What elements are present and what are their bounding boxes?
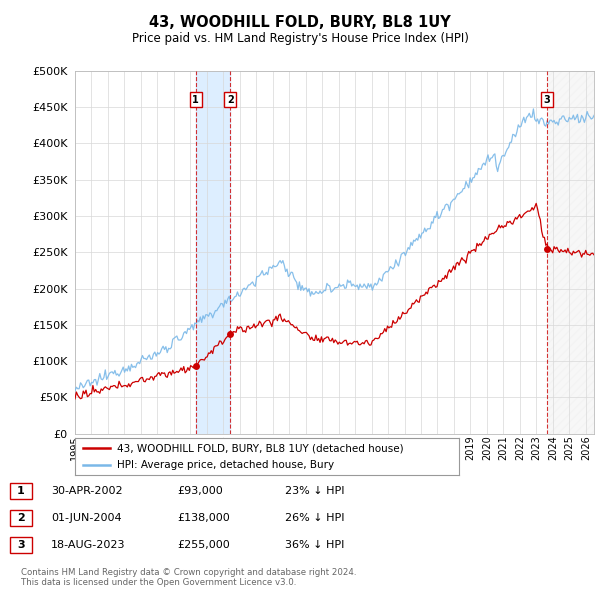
Text: 18-AUG-2023: 18-AUG-2023 bbox=[51, 540, 125, 550]
Text: 43, WOODHILL FOLD, BURY, BL8 1UY: 43, WOODHILL FOLD, BURY, BL8 1UY bbox=[149, 15, 451, 30]
Text: Contains HM Land Registry data © Crown copyright and database right 2024.
This d: Contains HM Land Registry data © Crown c… bbox=[21, 568, 356, 587]
Text: £255,000: £255,000 bbox=[177, 540, 230, 550]
Text: 23% ↓ HPI: 23% ↓ HPI bbox=[285, 486, 344, 496]
Text: 3: 3 bbox=[17, 540, 25, 550]
Text: 1: 1 bbox=[193, 95, 199, 105]
Text: £93,000: £93,000 bbox=[177, 486, 223, 496]
Text: 3: 3 bbox=[544, 95, 550, 105]
Bar bbox=[547, 71, 594, 434]
Text: 2: 2 bbox=[17, 513, 25, 523]
Text: 43, WOODHILL FOLD, BURY, BL8 1UY (detached house): 43, WOODHILL FOLD, BURY, BL8 1UY (detach… bbox=[117, 443, 404, 453]
Text: 2: 2 bbox=[227, 95, 233, 105]
Text: 36% ↓ HPI: 36% ↓ HPI bbox=[285, 540, 344, 550]
Text: HPI: Average price, detached house, Bury: HPI: Average price, detached house, Bury bbox=[117, 460, 334, 470]
Bar bbox=[196, 71, 230, 434]
Text: 1: 1 bbox=[17, 486, 25, 496]
Text: 30-APR-2002: 30-APR-2002 bbox=[51, 486, 122, 496]
Text: 26% ↓ HPI: 26% ↓ HPI bbox=[285, 513, 344, 523]
Text: 01-JUN-2004: 01-JUN-2004 bbox=[51, 513, 122, 523]
Text: £138,000: £138,000 bbox=[177, 513, 230, 523]
Text: Price paid vs. HM Land Registry's House Price Index (HPI): Price paid vs. HM Land Registry's House … bbox=[131, 32, 469, 45]
